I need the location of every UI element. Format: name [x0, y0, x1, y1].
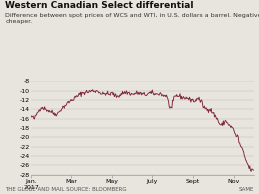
Text: SAME: SAME [239, 187, 254, 192]
Text: Difference between spot prices of WCS and WTI, in U.S. dollars a barrel. Negativ: Difference between spot prices of WCS an… [5, 13, 259, 24]
Text: THE GLOBE AND MAIL SOURCE: BLOOMBERG: THE GLOBE AND MAIL SOURCE: BLOOMBERG [5, 187, 127, 192]
Text: Western Canadian Select differential: Western Canadian Select differential [5, 1, 194, 10]
